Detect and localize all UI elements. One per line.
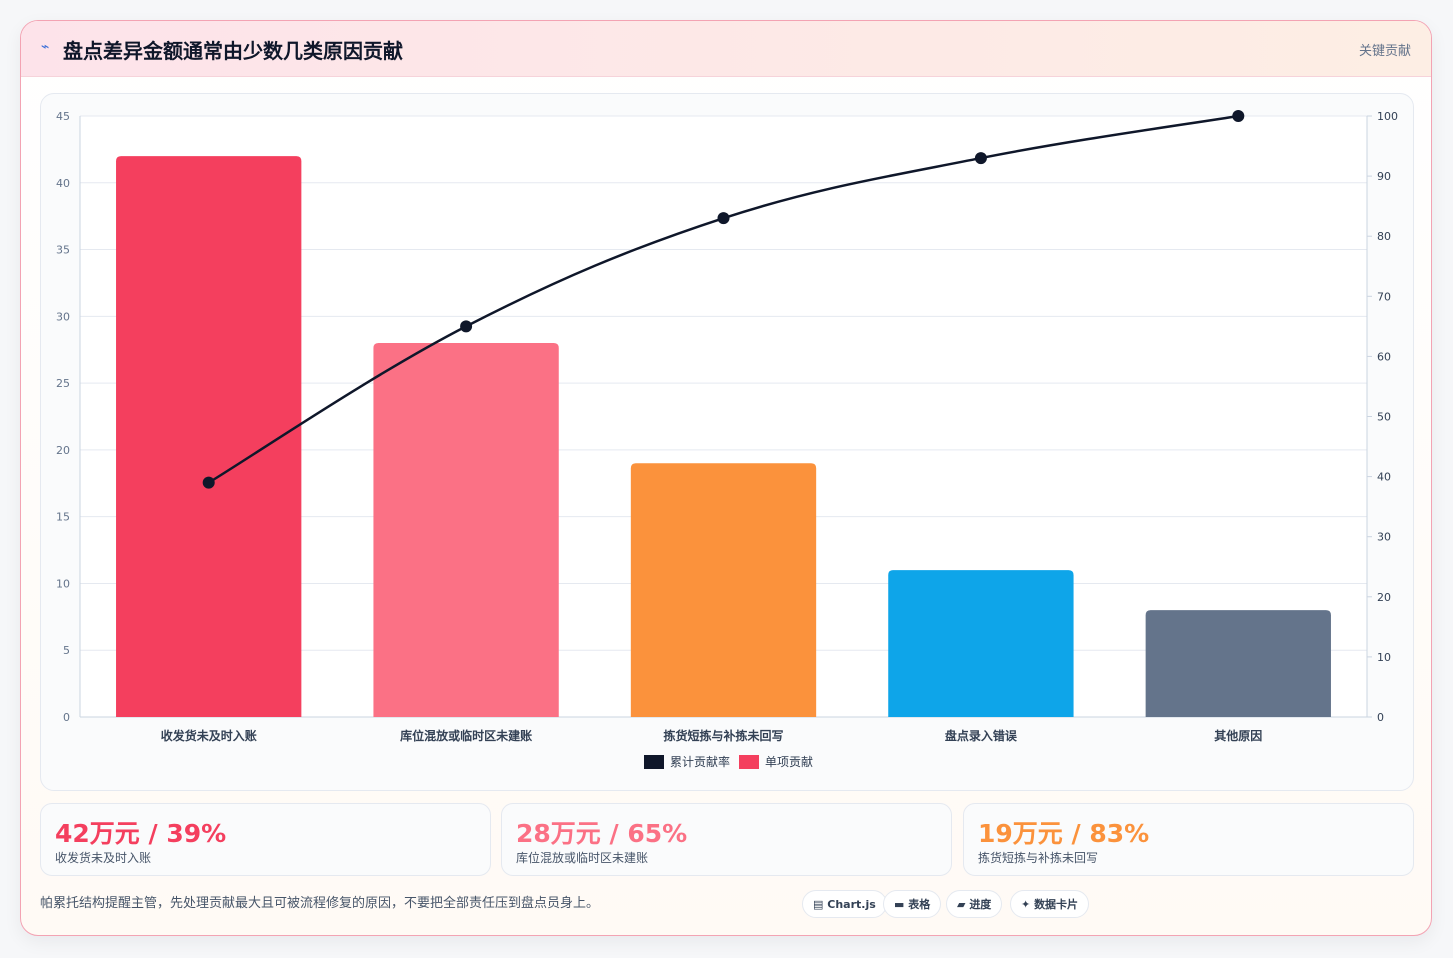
bar-4 [888, 570, 1074, 717]
cumulative-point-5 [1232, 110, 1245, 122]
pill-label: 进度 [969, 898, 992, 911]
bar-2 [373, 343, 559, 717]
stat-card-2: 28万元 / 65% 库位混放或临时区未建账 [501, 803, 952, 876]
x-tick-label: 盘点录入错误 [945, 728, 1018, 743]
left-tick-label: 30 [56, 310, 70, 323]
pill-label: Chart.js [827, 898, 876, 911]
stat-value: 42万元 / 39% [55, 819, 227, 848]
left-tick-label: 40 [56, 177, 70, 190]
left-tick-label: 45 [56, 110, 70, 123]
stat-value: 19万元 / 83% [978, 819, 1150, 848]
x-tick-label: 其他原因 [1214, 728, 1262, 743]
pill-label: 表格 [908, 898, 931, 911]
legend-swatch [739, 755, 759, 769]
stat-label: 拣货短拣与补拣未回写 [978, 851, 1099, 865]
legend-label: 单项贡献 [765, 754, 813, 769]
right-tick-label: 90 [1377, 170, 1391, 183]
cumulative-point-3 [717, 212, 730, 225]
stat-card-3: 19万元 / 83% 拣货短拣与补拣未回写 [963, 803, 1414, 876]
card-header: ⌁ 盘点差异金额通常由少数几类原因贡献 关键贡献 [21, 21, 1431, 77]
left-tick-label: 35 [56, 244, 70, 257]
chart-panel: 0 5 10 15 20 25 30 35 40 45 0 10 20 30 40 50 60 70 80 90 100… [40, 93, 1414, 791]
cumulative-point-2 [460, 320, 473, 333]
right-tick-label: 50 [1377, 411, 1391, 424]
stat-value: 28万元 / 65% [516, 819, 688, 848]
table-icon: ▬ [894, 898, 905, 911]
right-tick-label: 100 [1377, 110, 1398, 123]
left-tick-label: 10 [56, 577, 70, 590]
page-title: 盘点差异金额通常由少数几类原因贡献 [63, 39, 403, 63]
cumulative-point-1 [202, 476, 215, 489]
left-tick-label: 0 [63, 711, 70, 724]
pill-data-card[interactable]: ✦ 数据卡片 [1010, 890, 1090, 918]
right-tick-label: 10 [1377, 651, 1391, 664]
stat-card-1: 42万元 / 39% 收发货未及时入账 [40, 803, 491, 876]
right-tick-label: 80 [1377, 230, 1391, 243]
left-tick-label: 15 [56, 511, 70, 524]
pill-label: 数据卡片 [1034, 898, 1079, 911]
bar-5 [1145, 610, 1331, 717]
legend-swatch [644, 755, 664, 769]
bar-3 [630, 463, 817, 717]
cumulative-point-4 [974, 152, 987, 165]
pill-table[interactable]: ▬ 表格 [883, 890, 942, 918]
left-tick-label: 20 [56, 444, 70, 457]
pill-chartjs[interactable]: ▤ Chart.js [802, 890, 887, 918]
report-card: ⌁ 盘点差异金额通常由少数几类原因贡献 关键贡献 0 5 10 15 20 25 30 35 4… [20, 20, 1432, 936]
right-tick-label: 30 [1377, 531, 1391, 544]
x-tick-label: 库位混放或临时区未建账 [400, 728, 532, 743]
right-tick-label: 40 [1377, 471, 1391, 484]
pill-progress[interactable]: ▰ 进度 [946, 890, 1003, 918]
stat-label: 库位混放或临时区未建账 [516, 851, 649, 865]
pareto-chart: 0 5 10 15 20 25 30 35 40 45 0 10 20 30 40 50 60 70 80 90 100… [56, 110, 1398, 769]
stat-label: 收发货未及时入账 [55, 851, 152, 865]
chart-icon: ▤ [813, 898, 824, 911]
right-tick-label: 70 [1377, 290, 1391, 303]
x-tick-label: 收发货未及时入账 [161, 728, 257, 743]
progress-icon: ▰ [957, 898, 966, 911]
right-tick-label: 60 [1377, 350, 1391, 363]
header-tag: 关键贡献 [1358, 44, 1411, 59]
footnote: 帕累托结构提醒主管，先处理贡献最大且可被流程修复的原因，不要把全部责任压到盘点员… [40, 896, 600, 911]
right-tick-label: 0 [1377, 711, 1384, 724]
sparkle-icon: ✦ [1021, 898, 1031, 911]
bar-1 [116, 156, 302, 718]
chart-spark-icon: ⌁ [41, 39, 50, 55]
legend-label: 累计贡献率 [670, 754, 730, 769]
x-tick-label: 拣货短拣与补拣未回写 [663, 728, 783, 743]
right-tick-label: 20 [1377, 591, 1391, 604]
left-tick-label: 5 [63, 644, 70, 657]
left-tick-label: 25 [56, 377, 70, 390]
